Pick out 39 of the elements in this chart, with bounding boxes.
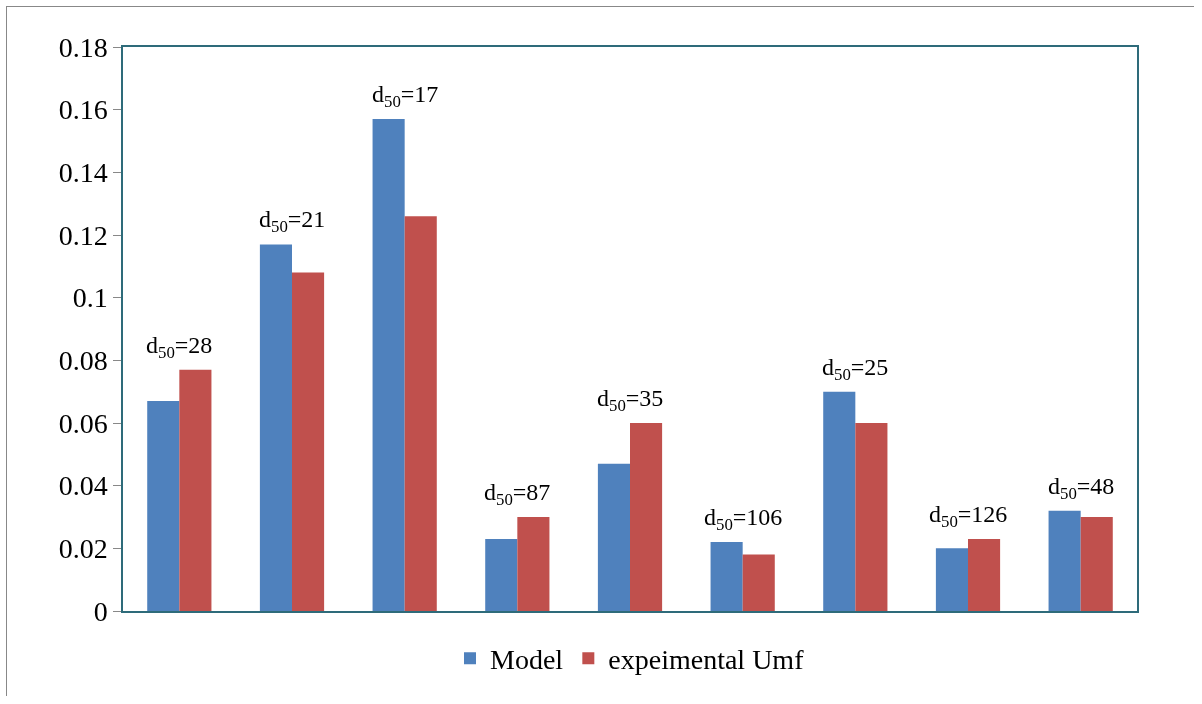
bar	[517, 517, 550, 611]
bar	[597, 463, 630, 611]
annotation: d$_{50}$=87	[484, 479, 551, 510]
legend-label: expeimental Umf	[608, 644, 805, 676]
bar	[710, 542, 743, 611]
bar	[179, 369, 212, 611]
y-tick-label: 0.16	[58, 94, 108, 126]
y-tick-label: 0.02	[58, 533, 108, 565]
y-tick-label: 0.14	[58, 157, 108, 189]
annotation: d$_{50}$=25	[822, 354, 889, 385]
bar	[259, 244, 292, 611]
annotation: d$_{50}$=28	[146, 332, 213, 363]
annotation: d$_{50}$=126	[929, 501, 1008, 532]
y-tick-label: 0.12	[58, 219, 108, 251]
y-tick-label: 0.08	[58, 345, 108, 377]
bar	[968, 538, 1001, 611]
bar	[742, 554, 775, 611]
annotation: d$_{50}$=21	[259, 206, 326, 237]
bar	[630, 423, 663, 611]
bar	[823, 391, 856, 611]
y-tick-label: 0	[93, 595, 108, 627]
y-tick-label: 0.18	[58, 31, 108, 63]
bar	[147, 401, 180, 611]
annotation: d$_{50}$=106	[704, 504, 783, 535]
y-tick-label: 0.04	[58, 470, 108, 502]
bar	[292, 272, 325, 611]
bar	[855, 423, 888, 611]
annotation: d$_{50}$=17	[372, 81, 439, 112]
bar	[485, 538, 518, 611]
bar	[372, 119, 405, 611]
annotation: d$_{50}$=48	[1048, 473, 1115, 504]
y-tick-label: 0.06	[58, 407, 108, 439]
legend-label: Model	[490, 644, 564, 676]
annotation: d$_{50}$=35	[597, 385, 664, 416]
bar	[935, 548, 968, 611]
bar	[1080, 517, 1113, 611]
bar	[404, 216, 437, 611]
y-tick-label: 0.1	[72, 282, 108, 314]
bar	[1048, 510, 1081, 611]
